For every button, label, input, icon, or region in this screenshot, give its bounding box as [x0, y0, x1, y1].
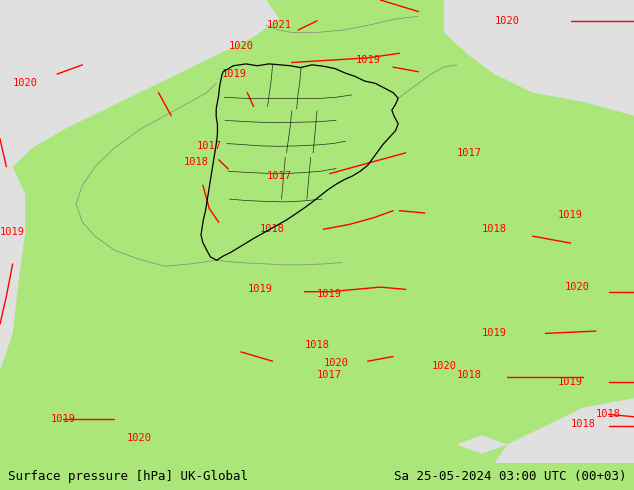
Text: 1018: 1018 — [304, 340, 330, 350]
Text: 1018: 1018 — [482, 224, 507, 234]
Text: 1018: 1018 — [456, 370, 482, 380]
Text: 1020: 1020 — [228, 41, 254, 51]
Polygon shape — [495, 398, 634, 463]
Text: 1020: 1020 — [495, 16, 520, 26]
Text: 1018: 1018 — [184, 157, 209, 167]
Polygon shape — [292, 0, 380, 32]
Text: 1019: 1019 — [317, 289, 342, 299]
Text: 1020: 1020 — [431, 361, 456, 371]
Text: 1019: 1019 — [247, 284, 273, 294]
Text: 1019: 1019 — [51, 414, 76, 424]
Text: 1018: 1018 — [260, 224, 285, 234]
Polygon shape — [0, 167, 25, 370]
Text: 1021: 1021 — [266, 21, 292, 30]
Text: 1017: 1017 — [197, 141, 222, 151]
Text: 1020: 1020 — [323, 359, 349, 368]
Polygon shape — [0, 0, 279, 185]
Text: 1019: 1019 — [355, 55, 380, 65]
Text: 1018: 1018 — [571, 418, 596, 429]
Polygon shape — [444, 0, 634, 116]
Text: 1020: 1020 — [127, 433, 152, 442]
Polygon shape — [279, 9, 292, 32]
Text: 1019: 1019 — [558, 210, 583, 221]
Text: 1017: 1017 — [456, 148, 482, 158]
Text: 1020: 1020 — [564, 282, 590, 292]
Text: 1019: 1019 — [222, 69, 247, 79]
Text: Surface pressure [hPa] UK-Global: Surface pressure [hPa] UK-Global — [8, 470, 248, 483]
Text: 1019: 1019 — [558, 377, 583, 387]
Polygon shape — [456, 435, 507, 454]
Text: 1020: 1020 — [13, 78, 38, 88]
Text: 1018: 1018 — [596, 410, 621, 419]
Text: 1019: 1019 — [482, 328, 507, 339]
Text: 1019: 1019 — [0, 226, 25, 237]
Text: 1017: 1017 — [266, 171, 292, 181]
Text: 1017: 1017 — [317, 370, 342, 380]
Text: Sa 25-05-2024 03:00 UTC (00+03): Sa 25-05-2024 03:00 UTC (00+03) — [394, 470, 626, 483]
